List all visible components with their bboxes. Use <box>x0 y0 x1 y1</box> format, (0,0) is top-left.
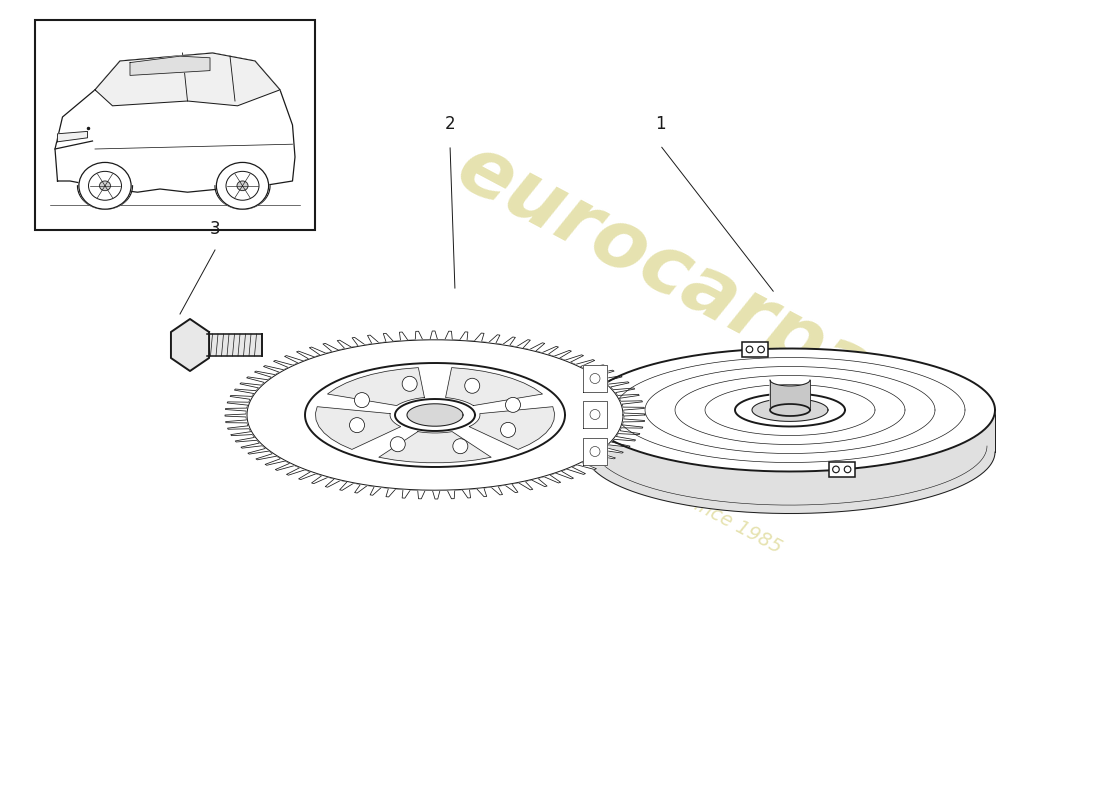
Text: a passion for parts since 1985: a passion for parts since 1985 <box>516 402 784 558</box>
Polygon shape <box>770 380 810 416</box>
Ellipse shape <box>217 162 268 209</box>
Polygon shape <box>328 368 425 406</box>
Ellipse shape <box>236 181 248 190</box>
Polygon shape <box>95 53 280 106</box>
Polygon shape <box>378 432 491 462</box>
Circle shape <box>746 346 752 353</box>
Polygon shape <box>226 331 645 499</box>
Circle shape <box>403 376 417 391</box>
Polygon shape <box>583 438 607 465</box>
Polygon shape <box>585 410 996 514</box>
Ellipse shape <box>99 181 110 190</box>
Polygon shape <box>248 340 623 490</box>
Circle shape <box>464 378 480 394</box>
Polygon shape <box>316 406 400 450</box>
Polygon shape <box>305 363 565 467</box>
Polygon shape <box>470 406 554 450</box>
Polygon shape <box>207 334 262 356</box>
Polygon shape <box>770 404 810 416</box>
Polygon shape <box>170 319 209 371</box>
Polygon shape <box>407 404 463 426</box>
Text: eurocarparts: eurocarparts <box>442 128 998 472</box>
Circle shape <box>590 446 600 457</box>
Polygon shape <box>583 401 607 428</box>
Polygon shape <box>583 365 607 392</box>
Text: 3: 3 <box>210 220 220 238</box>
Polygon shape <box>446 368 542 406</box>
Polygon shape <box>752 398 828 422</box>
Polygon shape <box>55 53 295 192</box>
Bar <box>742 342 769 357</box>
Circle shape <box>453 438 468 454</box>
Circle shape <box>833 466 839 473</box>
Polygon shape <box>57 131 88 142</box>
Circle shape <box>758 346 764 353</box>
Bar <box>35 20 315 230</box>
Circle shape <box>500 422 516 438</box>
Ellipse shape <box>79 162 131 209</box>
Circle shape <box>390 437 405 452</box>
Circle shape <box>590 410 600 419</box>
Circle shape <box>506 398 520 412</box>
Circle shape <box>350 418 364 433</box>
Polygon shape <box>130 56 210 75</box>
Circle shape <box>354 393 370 408</box>
Bar <box>828 462 855 477</box>
Text: 2: 2 <box>444 115 455 133</box>
Polygon shape <box>585 349 996 471</box>
Polygon shape <box>395 399 475 431</box>
Circle shape <box>590 374 600 383</box>
Text: 1: 1 <box>654 115 666 133</box>
Polygon shape <box>735 394 845 426</box>
Circle shape <box>845 466 851 473</box>
